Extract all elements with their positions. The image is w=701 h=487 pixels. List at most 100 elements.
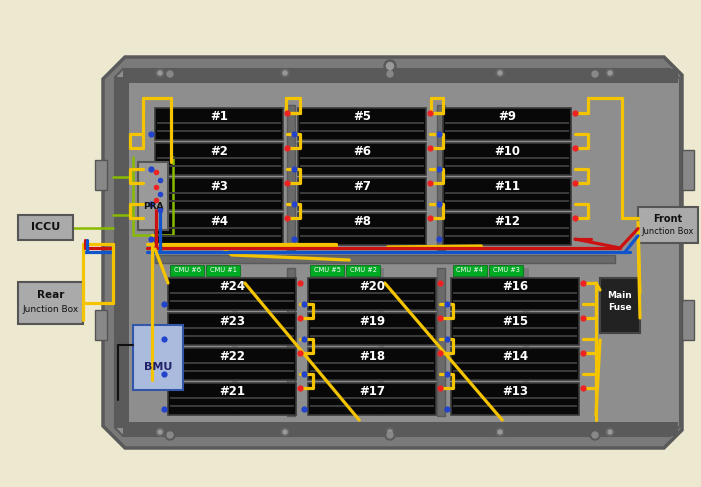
Bar xyxy=(300,157,424,159)
Text: #12: #12 xyxy=(494,215,520,228)
Bar xyxy=(310,300,434,302)
Circle shape xyxy=(167,432,173,438)
Bar xyxy=(298,108,426,140)
Circle shape xyxy=(158,430,162,434)
Bar xyxy=(451,313,579,345)
Bar xyxy=(451,383,579,415)
Circle shape xyxy=(386,428,394,436)
Bar xyxy=(378,268,384,416)
Text: CMU #1: CMU #1 xyxy=(210,267,236,274)
Bar xyxy=(155,178,283,210)
Bar xyxy=(170,265,204,276)
Bar xyxy=(155,143,283,175)
Bar xyxy=(170,371,294,373)
Circle shape xyxy=(165,69,175,79)
Bar xyxy=(115,77,129,428)
Text: #13: #13 xyxy=(502,385,528,398)
Bar xyxy=(308,313,436,345)
Circle shape xyxy=(158,71,162,75)
Text: #10: #10 xyxy=(494,146,520,158)
Bar xyxy=(287,268,295,416)
Bar xyxy=(170,405,294,408)
Bar xyxy=(310,371,434,373)
Bar xyxy=(682,150,694,190)
Bar xyxy=(453,336,577,337)
Circle shape xyxy=(496,69,504,77)
Bar xyxy=(155,213,283,245)
Bar xyxy=(310,362,434,364)
Circle shape xyxy=(167,71,173,77)
Bar xyxy=(157,131,281,132)
Circle shape xyxy=(606,428,614,436)
Text: #5: #5 xyxy=(353,111,371,124)
Bar xyxy=(300,122,424,124)
Bar xyxy=(155,255,615,263)
Bar xyxy=(157,200,281,203)
Bar xyxy=(437,268,445,416)
Circle shape xyxy=(385,69,395,79)
Circle shape xyxy=(592,71,598,77)
Text: Main: Main xyxy=(608,292,632,300)
Bar xyxy=(287,105,295,250)
Bar xyxy=(310,336,434,337)
Bar xyxy=(300,200,424,203)
Bar xyxy=(157,157,281,159)
Bar xyxy=(170,300,294,302)
Bar xyxy=(451,348,579,380)
Bar xyxy=(445,131,569,132)
Text: Front: Front xyxy=(653,214,683,224)
Text: #7: #7 xyxy=(353,181,371,193)
Bar xyxy=(453,371,577,373)
Bar xyxy=(157,235,281,237)
Text: #24: #24 xyxy=(219,281,245,294)
Bar xyxy=(443,108,571,140)
Text: #16: #16 xyxy=(502,281,528,294)
Bar xyxy=(170,336,294,337)
Bar xyxy=(298,143,426,175)
Circle shape xyxy=(386,69,394,77)
Bar xyxy=(445,235,569,237)
Circle shape xyxy=(283,71,287,75)
Bar xyxy=(453,300,577,302)
Bar xyxy=(453,265,487,276)
Circle shape xyxy=(496,428,504,436)
Bar xyxy=(298,213,426,245)
Circle shape xyxy=(385,430,395,440)
Circle shape xyxy=(281,428,289,436)
Bar xyxy=(133,325,183,390)
Circle shape xyxy=(592,432,598,438)
Bar xyxy=(453,292,577,295)
Bar xyxy=(451,278,579,310)
Bar xyxy=(206,265,240,276)
Bar xyxy=(157,192,281,194)
Circle shape xyxy=(387,432,393,438)
Text: #2: #2 xyxy=(210,146,228,158)
Bar xyxy=(298,178,426,210)
Bar xyxy=(523,268,529,416)
Bar xyxy=(443,143,571,175)
Bar xyxy=(346,265,380,276)
Bar xyxy=(157,227,281,229)
Bar xyxy=(308,348,436,380)
Bar xyxy=(155,108,283,140)
Text: CMU #2: CMU #2 xyxy=(350,267,376,274)
Bar xyxy=(170,362,294,364)
Bar xyxy=(445,200,569,203)
Circle shape xyxy=(608,430,612,434)
Bar xyxy=(445,166,569,168)
Text: #6: #6 xyxy=(353,146,371,158)
Text: #18: #18 xyxy=(359,351,385,363)
Bar xyxy=(168,313,296,345)
Bar xyxy=(308,383,436,415)
Circle shape xyxy=(281,69,289,77)
Text: CMU #6: CMU #6 xyxy=(174,267,200,274)
Circle shape xyxy=(608,71,612,75)
Bar xyxy=(682,300,694,340)
Circle shape xyxy=(498,71,502,75)
Bar xyxy=(170,397,294,399)
Polygon shape xyxy=(115,69,680,436)
Circle shape xyxy=(388,430,392,434)
Circle shape xyxy=(283,430,287,434)
Text: #22: #22 xyxy=(219,351,245,363)
Text: #17: #17 xyxy=(359,385,385,398)
